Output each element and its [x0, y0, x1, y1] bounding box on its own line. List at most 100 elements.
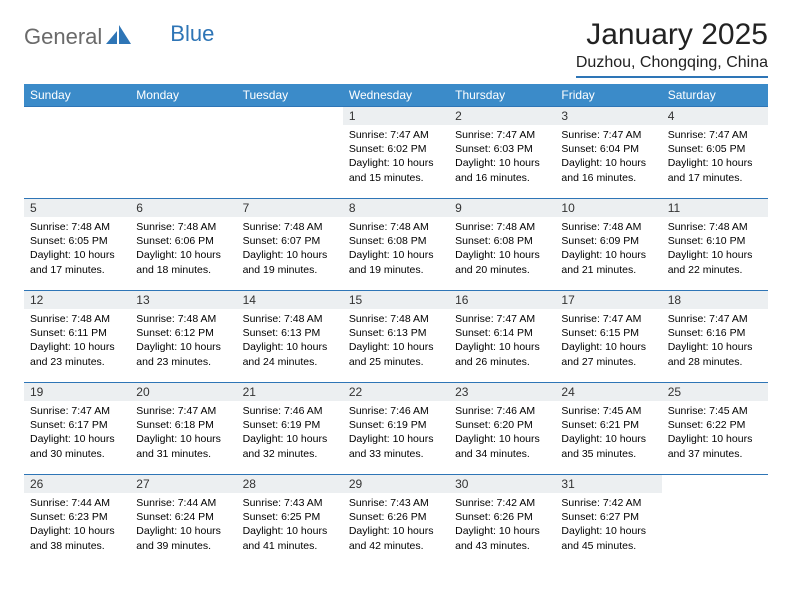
location-text: Duzhou, Chongqing, China	[576, 54, 768, 78]
month-title: January 2025	[576, 18, 768, 52]
day-data: Sunrise: 7:42 AMSunset: 6:27 PMDaylight:…	[555, 493, 661, 556]
calendar-cell	[130, 107, 236, 199]
calendar-cell: 7Sunrise: 7:48 AMSunset: 6:07 PMDaylight…	[237, 199, 343, 291]
calendar-cell: 2Sunrise: 7:47 AMSunset: 6:03 PMDaylight…	[449, 107, 555, 199]
day-number: 14	[237, 291, 343, 309]
calendar-cell: 22Sunrise: 7:46 AMSunset: 6:19 PMDayligh…	[343, 383, 449, 475]
day-data: Sunrise: 7:48 AMSunset: 6:12 PMDaylight:…	[130, 309, 236, 372]
day-number: 26	[24, 475, 130, 493]
day-data: Sunrise: 7:47 AMSunset: 6:02 PMDaylight:…	[343, 125, 449, 188]
day-data: Sunrise: 7:42 AMSunset: 6:26 PMDaylight:…	[449, 493, 555, 556]
day-number: 23	[449, 383, 555, 401]
weekday-header: Monday	[130, 84, 236, 107]
day-number: 10	[555, 199, 661, 217]
day-number: 28	[237, 475, 343, 493]
weekday-header: Thursday	[449, 84, 555, 107]
day-data: Sunrise: 7:47 AMSunset: 6:03 PMDaylight:…	[449, 125, 555, 188]
calendar-cell: 6Sunrise: 7:48 AMSunset: 6:06 PMDaylight…	[130, 199, 236, 291]
day-number: 8	[343, 199, 449, 217]
day-data: Sunrise: 7:45 AMSunset: 6:22 PMDaylight:…	[662, 401, 768, 464]
weekday-header: Tuesday	[237, 84, 343, 107]
calendar-cell: 12Sunrise: 7:48 AMSunset: 6:11 PMDayligh…	[24, 291, 130, 383]
day-number: 13	[130, 291, 236, 309]
day-data: Sunrise: 7:47 AMSunset: 6:15 PMDaylight:…	[555, 309, 661, 372]
calendar-cell: 16Sunrise: 7:47 AMSunset: 6:14 PMDayligh…	[449, 291, 555, 383]
header: General Blue January 2025 Duzhou, Chongq…	[24, 18, 768, 78]
day-data: Sunrise: 7:47 AMSunset: 6:16 PMDaylight:…	[662, 309, 768, 372]
day-data: Sunrise: 7:48 AMSunset: 6:11 PMDaylight:…	[24, 309, 130, 372]
day-data: Sunrise: 7:48 AMSunset: 6:13 PMDaylight:…	[343, 309, 449, 372]
day-number: 9	[449, 199, 555, 217]
calendar-cell	[24, 107, 130, 199]
day-number: 25	[662, 383, 768, 401]
day-data: Sunrise: 7:43 AMSunset: 6:26 PMDaylight:…	[343, 493, 449, 556]
day-data: Sunrise: 7:47 AMSunset: 6:04 PMDaylight:…	[555, 125, 661, 188]
day-data: Sunrise: 7:47 AMSunset: 6:18 PMDaylight:…	[130, 401, 236, 464]
day-data: Sunrise: 7:46 AMSunset: 6:19 PMDaylight:…	[343, 401, 449, 464]
day-number: 22	[343, 383, 449, 401]
calendar-cell: 8Sunrise: 7:48 AMSunset: 6:08 PMDaylight…	[343, 199, 449, 291]
day-data: Sunrise: 7:48 AMSunset: 6:06 PMDaylight:…	[130, 217, 236, 280]
day-data: Sunrise: 7:48 AMSunset: 6:08 PMDaylight:…	[449, 217, 555, 280]
day-number: 15	[343, 291, 449, 309]
calendar-cell: 30Sunrise: 7:42 AMSunset: 6:26 PMDayligh…	[449, 475, 555, 567]
day-number: 30	[449, 475, 555, 493]
calendar-cell: 4Sunrise: 7:47 AMSunset: 6:05 PMDaylight…	[662, 107, 768, 199]
calendar-cell: 5Sunrise: 7:48 AMSunset: 6:05 PMDaylight…	[24, 199, 130, 291]
calendar-cell: 31Sunrise: 7:42 AMSunset: 6:27 PMDayligh…	[555, 475, 661, 567]
day-number: 18	[662, 291, 768, 309]
day-number: 19	[24, 383, 130, 401]
day-number: 3	[555, 107, 661, 125]
day-number: 27	[130, 475, 236, 493]
calendar-cell	[237, 107, 343, 199]
day-data: Sunrise: 7:48 AMSunset: 6:08 PMDaylight:…	[343, 217, 449, 280]
calendar-cell: 11Sunrise: 7:48 AMSunset: 6:10 PMDayligh…	[662, 199, 768, 291]
day-data: Sunrise: 7:44 AMSunset: 6:24 PMDaylight:…	[130, 493, 236, 556]
calendar-body: 1Sunrise: 7:47 AMSunset: 6:02 PMDaylight…	[24, 107, 768, 567]
day-number: 17	[555, 291, 661, 309]
brand-text-1: General	[24, 24, 102, 50]
day-number: 2	[449, 107, 555, 125]
day-data: Sunrise: 7:45 AMSunset: 6:21 PMDaylight:…	[555, 401, 661, 464]
calendar-cell: 14Sunrise: 7:48 AMSunset: 6:13 PMDayligh…	[237, 291, 343, 383]
title-block: January 2025 Duzhou, Chongqing, China	[576, 18, 768, 78]
day-data: Sunrise: 7:44 AMSunset: 6:23 PMDaylight:…	[24, 493, 130, 556]
calendar-cell	[662, 475, 768, 567]
day-data: Sunrise: 7:48 AMSunset: 6:07 PMDaylight:…	[237, 217, 343, 280]
day-number: 21	[237, 383, 343, 401]
day-number: 4	[662, 107, 768, 125]
calendar-cell: 19Sunrise: 7:47 AMSunset: 6:17 PMDayligh…	[24, 383, 130, 475]
day-number: 16	[449, 291, 555, 309]
day-data: Sunrise: 7:43 AMSunset: 6:25 PMDaylight:…	[237, 493, 343, 556]
calendar-cell: 24Sunrise: 7:45 AMSunset: 6:21 PMDayligh…	[555, 383, 661, 475]
calendar-cell: 21Sunrise: 7:46 AMSunset: 6:19 PMDayligh…	[237, 383, 343, 475]
weekday-header: Friday	[555, 84, 661, 107]
day-number: 20	[130, 383, 236, 401]
day-number: 5	[24, 199, 130, 217]
calendar-cell: 15Sunrise: 7:48 AMSunset: 6:13 PMDayligh…	[343, 291, 449, 383]
calendar-cell: 1Sunrise: 7:47 AMSunset: 6:02 PMDaylight…	[343, 107, 449, 199]
day-number: 24	[555, 383, 661, 401]
weekday-header: Sunday	[24, 84, 130, 107]
calendar-cell: 17Sunrise: 7:47 AMSunset: 6:15 PMDayligh…	[555, 291, 661, 383]
calendar-cell: 26Sunrise: 7:44 AMSunset: 6:23 PMDayligh…	[24, 475, 130, 567]
calendar-cell: 27Sunrise: 7:44 AMSunset: 6:24 PMDayligh…	[130, 475, 236, 567]
day-data: Sunrise: 7:46 AMSunset: 6:20 PMDaylight:…	[449, 401, 555, 464]
calendar-cell: 28Sunrise: 7:43 AMSunset: 6:25 PMDayligh…	[237, 475, 343, 567]
weekday-header: Wednesday	[343, 84, 449, 107]
calendar-cell: 29Sunrise: 7:43 AMSunset: 6:26 PMDayligh…	[343, 475, 449, 567]
calendar-cell: 3Sunrise: 7:47 AMSunset: 6:04 PMDaylight…	[555, 107, 661, 199]
day-number: 29	[343, 475, 449, 493]
calendar-cell: 20Sunrise: 7:47 AMSunset: 6:18 PMDayligh…	[130, 383, 236, 475]
day-data: Sunrise: 7:46 AMSunset: 6:19 PMDaylight:…	[237, 401, 343, 464]
brand-sail-icon	[106, 25, 132, 50]
brand-text-2: Blue	[170, 21, 214, 47]
calendar-cell: 18Sunrise: 7:47 AMSunset: 6:16 PMDayligh…	[662, 291, 768, 383]
day-number: 6	[130, 199, 236, 217]
calendar-cell: 13Sunrise: 7:48 AMSunset: 6:12 PMDayligh…	[130, 291, 236, 383]
day-data: Sunrise: 7:48 AMSunset: 6:13 PMDaylight:…	[237, 309, 343, 372]
day-data: Sunrise: 7:47 AMSunset: 6:14 PMDaylight:…	[449, 309, 555, 372]
calendar-cell: 9Sunrise: 7:48 AMSunset: 6:08 PMDaylight…	[449, 199, 555, 291]
calendar-cell: 10Sunrise: 7:48 AMSunset: 6:09 PMDayligh…	[555, 199, 661, 291]
day-data: Sunrise: 7:48 AMSunset: 6:10 PMDaylight:…	[662, 217, 768, 280]
